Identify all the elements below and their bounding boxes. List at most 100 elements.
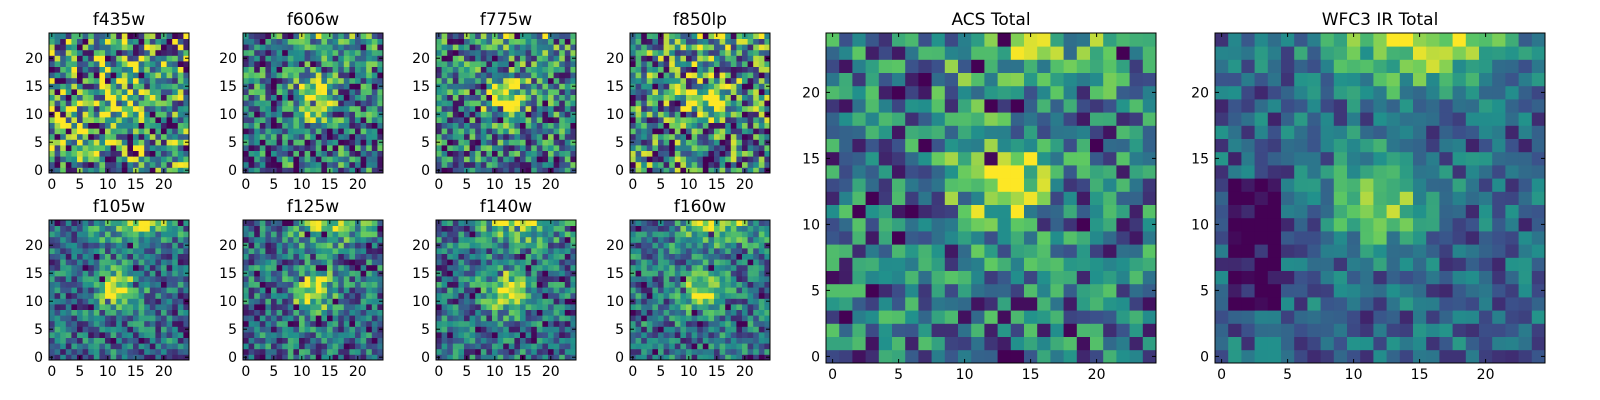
heatmap-cell bbox=[663, 332, 670, 338]
heatmap-cell bbox=[674, 83, 681, 90]
heatmap-cell bbox=[133, 315, 139, 322]
heatmap-cell bbox=[327, 55, 333, 62]
heatmap-cell bbox=[321, 72, 328, 79]
heatmap-cell bbox=[536, 128, 543, 135]
heatmap-cell bbox=[486, 287, 493, 294]
heatmap-cell bbox=[469, 89, 476, 95]
heatmap-cell bbox=[764, 343, 771, 350]
heatmap-cell bbox=[299, 248, 305, 254]
heatmap-cell bbox=[166, 150, 173, 157]
heatmap-cell bbox=[93, 337, 100, 344]
heatmap-cell bbox=[360, 161, 367, 168]
heatmap-cell bbox=[753, 38, 760, 45]
heatmap-cells bbox=[243, 33, 384, 174]
heatmap-cell bbox=[60, 309, 67, 316]
heatmap-cell bbox=[742, 44, 748, 51]
heatmap-cell bbox=[276, 49, 283, 56]
heatmap-cell bbox=[663, 354, 670, 361]
heatmap-cell bbox=[54, 337, 61, 344]
heatmap-cell bbox=[77, 348, 83, 355]
heatmap-cell bbox=[121, 72, 128, 79]
heatmap-cell bbox=[753, 117, 760, 123]
heatmap-cell bbox=[469, 332, 476, 338]
heatmap-cell bbox=[355, 61, 361, 67]
heatmap-cell bbox=[475, 145, 482, 151]
heatmap-cell bbox=[105, 161, 111, 168]
heatmap-cell bbox=[138, 309, 145, 316]
heatmap-cell bbox=[469, 33, 476, 39]
heatmap-cell bbox=[497, 242, 504, 249]
heatmap-cell bbox=[77, 122, 83, 129]
heatmap-cell bbox=[669, 309, 676, 316]
heatmap-cell bbox=[641, 38, 648, 45]
heatmap-cell bbox=[265, 236, 272, 243]
heatmap-cell bbox=[702, 320, 709, 327]
heatmap-cell bbox=[116, 253, 123, 260]
heatmap-cell bbox=[287, 66, 294, 73]
heatmap-cell bbox=[360, 320, 367, 327]
heatmap-cell bbox=[54, 248, 61, 254]
heatmap-cell bbox=[172, 253, 179, 260]
heatmap-cell bbox=[355, 128, 361, 135]
heatmap-cell bbox=[65, 156, 72, 163]
heatmap-cell bbox=[49, 49, 55, 56]
heatmap-cell bbox=[658, 100, 664, 107]
heatmap-cell bbox=[658, 133, 664, 140]
heatmap-cell bbox=[492, 225, 498, 232]
heatmap-cell bbox=[730, 309, 737, 316]
heatmap-cell bbox=[559, 298, 566, 305]
heatmap-cell bbox=[475, 298, 482, 305]
heatmap-cell bbox=[736, 156, 743, 163]
heatmap-cell bbox=[719, 89, 726, 95]
heatmap-cell bbox=[54, 253, 61, 260]
heatmap-cell bbox=[127, 117, 134, 123]
heatmap-cell bbox=[276, 332, 283, 338]
heatmap-cell bbox=[161, 326, 167, 333]
heatmap-cell bbox=[127, 220, 134, 226]
heatmap-cell bbox=[691, 111, 698, 118]
heatmap-cell bbox=[338, 220, 345, 226]
heatmap-cell bbox=[747, 105, 754, 112]
heatmap-cell bbox=[144, 253, 151, 260]
heatmap-cell bbox=[155, 270, 162, 277]
heatmap-cell bbox=[758, 89, 765, 95]
heatmap-cell bbox=[570, 231, 577, 238]
heatmap-cell bbox=[652, 309, 659, 316]
y-tick-label: 10 bbox=[25, 107, 43, 123]
heatmap-cell bbox=[77, 304, 83, 310]
heatmap-cell bbox=[327, 315, 333, 322]
heatmap-cell bbox=[355, 309, 361, 316]
heatmap-cell bbox=[536, 253, 543, 260]
heatmap-cell bbox=[553, 33, 560, 39]
heatmap-cell bbox=[697, 156, 704, 163]
heatmap-cell bbox=[60, 320, 67, 327]
heatmap-cell bbox=[536, 225, 543, 232]
heatmap-cell bbox=[183, 315, 190, 322]
heatmap-cell bbox=[436, 77, 442, 84]
heatmap-cell bbox=[60, 259, 67, 266]
heatmap-cell bbox=[548, 111, 554, 118]
heatmap-cell bbox=[674, 343, 681, 350]
heatmap-cell bbox=[730, 117, 737, 123]
heatmap-cell bbox=[77, 44, 83, 51]
heatmap-cell bbox=[758, 55, 765, 62]
heatmap-cell bbox=[355, 270, 361, 277]
heatmap-cell bbox=[282, 259, 289, 266]
heatmap-cell bbox=[338, 105, 345, 112]
heatmap-cell bbox=[520, 231, 526, 238]
heatmap-cell bbox=[299, 264, 305, 271]
heatmap-cell bbox=[71, 304, 78, 310]
heatmap-cell bbox=[93, 156, 100, 163]
heatmap-cell bbox=[343, 225, 350, 232]
heatmap-cell bbox=[138, 122, 145, 129]
heatmap-cell bbox=[315, 105, 322, 112]
heatmap-cell bbox=[452, 225, 459, 232]
heatmap-cell bbox=[293, 298, 300, 305]
heatmap-cell bbox=[166, 77, 173, 84]
heatmap-cell bbox=[243, 315, 249, 322]
heatmap-cell bbox=[641, 320, 648, 327]
heatmap-cell bbox=[497, 276, 504, 282]
heatmap-cell bbox=[166, 220, 173, 226]
heatmap-cell bbox=[321, 156, 328, 163]
heatmap-cell bbox=[254, 298, 261, 305]
